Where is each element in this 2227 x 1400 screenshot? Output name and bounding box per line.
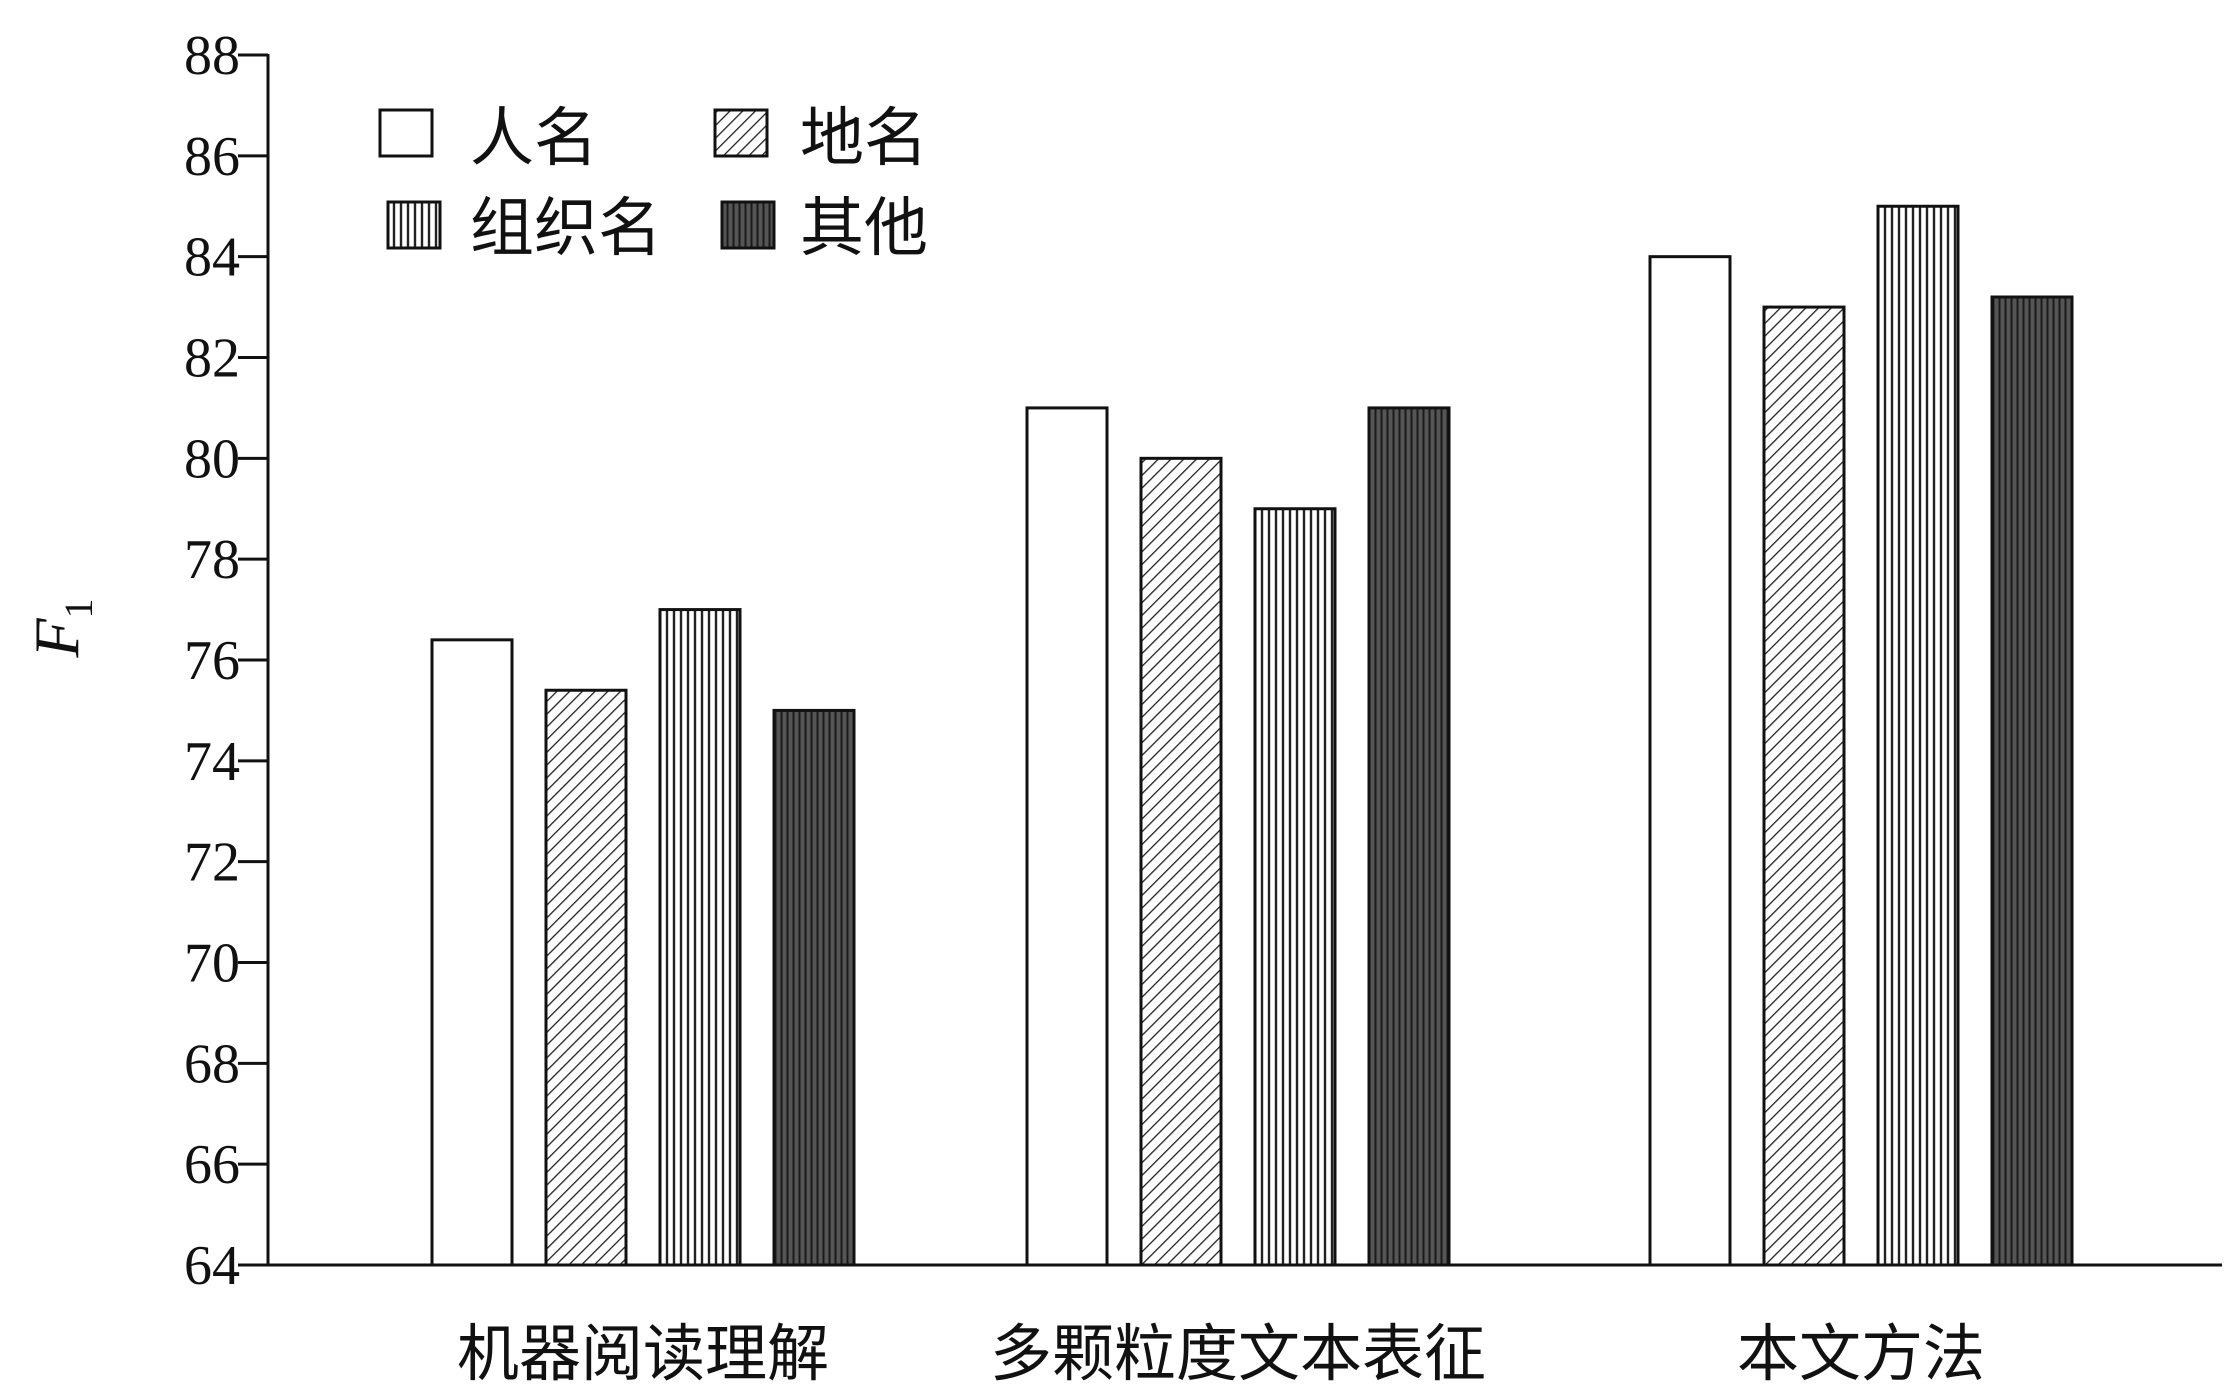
legend-item: 人名: [378, 102, 598, 176]
bar: [430, 638, 514, 1267]
x-category-label: 多颗粒度文本表征: [990, 1317, 1486, 1390]
bar-group: [1648, 204, 2074, 1267]
y-tick-label: 82: [184, 328, 240, 390]
bar: [544, 688, 628, 1267]
bar: [1990, 295, 2074, 1267]
bar: [1139, 456, 1223, 1267]
bar: [1876, 204, 1960, 1267]
bar: [658, 608, 742, 1267]
legend-swatch: [378, 108, 434, 158]
bar-group: [1025, 406, 1451, 1267]
bar: [1648, 255, 1732, 1267]
legend-swatch: [720, 200, 776, 250]
legend-label: 组织名: [470, 192, 662, 266]
y-tick-label: 64: [184, 1235, 240, 1297]
y-tick-label: 78: [184, 529, 240, 591]
y-tick-label: 74: [184, 731, 240, 793]
bar: [1762, 305, 1846, 1267]
y-tick-label: 70: [184, 933, 240, 995]
y-axis-label-subscript: 1: [56, 598, 101, 618]
legend-label: 人名: [470, 102, 598, 176]
y-tick-label: 76: [184, 630, 240, 692]
bar: [1253, 507, 1337, 1267]
y-tick-label: 72: [184, 832, 240, 894]
bar: [1367, 406, 1451, 1267]
legend-item: 地名: [713, 102, 928, 176]
y-tick-label: 66: [184, 1134, 240, 1196]
legend-swatch: [386, 200, 442, 250]
legend-item: 其他: [720, 192, 928, 266]
y-axis-ticks: 64 66 68 70 72 74 76 78 80 82 84 86 88: [184, 25, 268, 1297]
y-tick-label: 68: [184, 1033, 240, 1095]
y-axis-label: F1: [21, 598, 101, 658]
bars: [430, 204, 2074, 1267]
y-tick-label: 84: [184, 227, 240, 289]
legend-swatch: [713, 108, 769, 158]
legend-label: 地名: [800, 102, 928, 176]
y-tick-label: 88: [184, 25, 240, 87]
y-tick-label: 86: [184, 126, 240, 188]
x-category-label: 机器阅读理解: [457, 1317, 829, 1390]
legend-item: 组织名: [386, 192, 662, 266]
bar: [772, 708, 856, 1267]
x-axis-categories: 机器阅读理解 多颗粒度文本表征 本文方法: [457, 1317, 1985, 1390]
x-category-label: 本文方法: [1737, 1317, 1985, 1390]
y-tick-label: 80: [184, 428, 240, 490]
bar-group: [430, 608, 856, 1267]
bar: [1025, 406, 1109, 1267]
legend-label: 其他: [800, 192, 928, 266]
y-axis-label-main: F: [21, 618, 92, 659]
